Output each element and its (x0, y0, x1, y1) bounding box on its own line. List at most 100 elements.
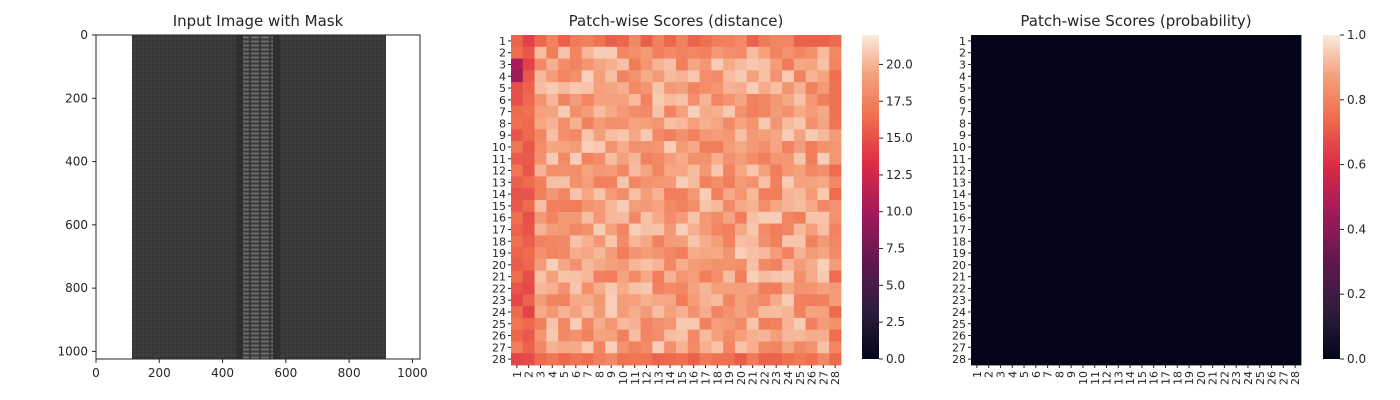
heatmap-cell (1265, 129, 1278, 142)
heatmap-cell (1147, 306, 1160, 319)
heatmap-cell (1206, 317, 1219, 331)
heatmap-cell (1100, 141, 1113, 154)
heatmap-cell (1159, 58, 1172, 71)
heatmap-cell (593, 258, 606, 272)
heatmap-cell (581, 105, 594, 118)
heatmap-cell (1124, 353, 1137, 366)
x-tick-label: 22 (1218, 371, 1231, 385)
heatmap-cell (511, 176, 524, 189)
heatmap-cell (617, 105, 630, 118)
heatmap-cell (805, 164, 818, 177)
heatmap-cell (1218, 105, 1231, 118)
heatmap-cell (676, 282, 689, 295)
heatmap-cell (1194, 282, 1208, 295)
heatmap-cell (1171, 129, 1184, 142)
heatmap-cell (770, 200, 783, 213)
heatmap-cell (734, 211, 748, 224)
heatmap-cell (770, 317, 783, 331)
heatmap-cell (1136, 105, 1149, 118)
heatmap-cell (971, 200, 984, 213)
heatmap-cell (652, 82, 665, 95)
heatmap-cell (1183, 341, 1196, 354)
heatmap-cell (1124, 164, 1137, 177)
heatmap-cell (1124, 35, 1137, 48)
heatmap-cell (1277, 235, 1290, 248)
heatmap-cell (628, 341, 642, 354)
heatmap-cell (617, 329, 630, 342)
heatmap-cell (605, 188, 618, 201)
heatmap-cell (1194, 70, 1208, 83)
heatmap-cell (1029, 306, 1043, 319)
heatmap-cell (971, 247, 984, 260)
heatmap-cell (793, 141, 807, 154)
heatmap-cell (1206, 270, 1219, 283)
heatmap-cell (687, 235, 700, 248)
heatmap-cell (1112, 341, 1125, 354)
heatmap-cell (652, 294, 665, 307)
heatmap-cell (971, 235, 984, 248)
heatmap-cell (982, 282, 995, 295)
heatmap-cell (1065, 200, 1078, 213)
heatmap-cell (699, 235, 712, 248)
heatmap-cell (546, 282, 559, 295)
heatmap-cell (1171, 282, 1184, 295)
heatmap-cell (652, 105, 665, 118)
heatmap-cell (676, 294, 689, 307)
heatmap-cell (522, 35, 535, 48)
heatmap-cell (617, 247, 630, 260)
heatmap-cell (746, 211, 759, 224)
heatmap-cell (1265, 353, 1278, 366)
heatmap-cell (640, 164, 653, 177)
heatmap-cell (628, 35, 642, 48)
y-tick-label: 25 (492, 318, 506, 331)
heatmap-cell (1124, 152, 1137, 166)
heatmap-cell (971, 176, 984, 189)
heatmap-cell (1230, 211, 1243, 224)
heatmap-cell (522, 93, 535, 107)
heatmap-cell (1277, 353, 1290, 366)
heatmap-cell (1112, 306, 1125, 319)
heatmap-cell (1077, 211, 1090, 224)
heatmap-cell (1194, 82, 1208, 95)
heatmap-cell (793, 235, 807, 248)
heatmap-cell (1147, 353, 1160, 366)
heatmap-cell (1183, 188, 1196, 201)
x-tick-label: 13 (1112, 371, 1125, 385)
heatmap-cell (1230, 46, 1243, 59)
heatmap-cell (1124, 270, 1137, 283)
x-tick-label: 21 (747, 371, 760, 385)
heatmap-cell (711, 282, 724, 295)
heatmap-cell (640, 294, 653, 307)
heatmap-cell (593, 82, 606, 95)
heatmap-cell (1159, 70, 1172, 83)
heatmap-cell (793, 247, 807, 260)
heatmap-cell (1206, 58, 1219, 71)
heatmap-cell (569, 188, 583, 201)
heatmap-cell (1029, 258, 1043, 272)
heatmap-cell (664, 176, 677, 189)
heatmap-cell (1171, 46, 1184, 59)
heatmap-cell (1136, 353, 1149, 366)
heatmap-cell (628, 93, 642, 107)
heatmap-cell (1065, 105, 1078, 118)
x-tick-label: 12 (641, 371, 654, 385)
heatmap-cell (1218, 164, 1231, 177)
heatmap-cell (1100, 294, 1113, 307)
heatmap-cell (1088, 70, 1102, 83)
heatmap-cell (782, 247, 795, 260)
heatmap-cell (1077, 235, 1090, 248)
heatmap-cell (1218, 247, 1231, 260)
heatmap-cell (1136, 129, 1149, 142)
heatmap-cell (511, 82, 524, 95)
heatmap-cell (1136, 152, 1149, 166)
heatmap-cell (640, 258, 653, 272)
heatmap-cell (770, 270, 783, 283)
heatmap-cell (558, 129, 571, 142)
heatmap-cell (617, 152, 630, 166)
heatmap-cell (723, 152, 736, 166)
heatmap-cell (1218, 235, 1231, 248)
heatmap-cell (664, 211, 677, 224)
heatmap-cell (1218, 317, 1231, 331)
heatmap-cell (1159, 82, 1172, 95)
heatmap-cell (982, 353, 995, 366)
